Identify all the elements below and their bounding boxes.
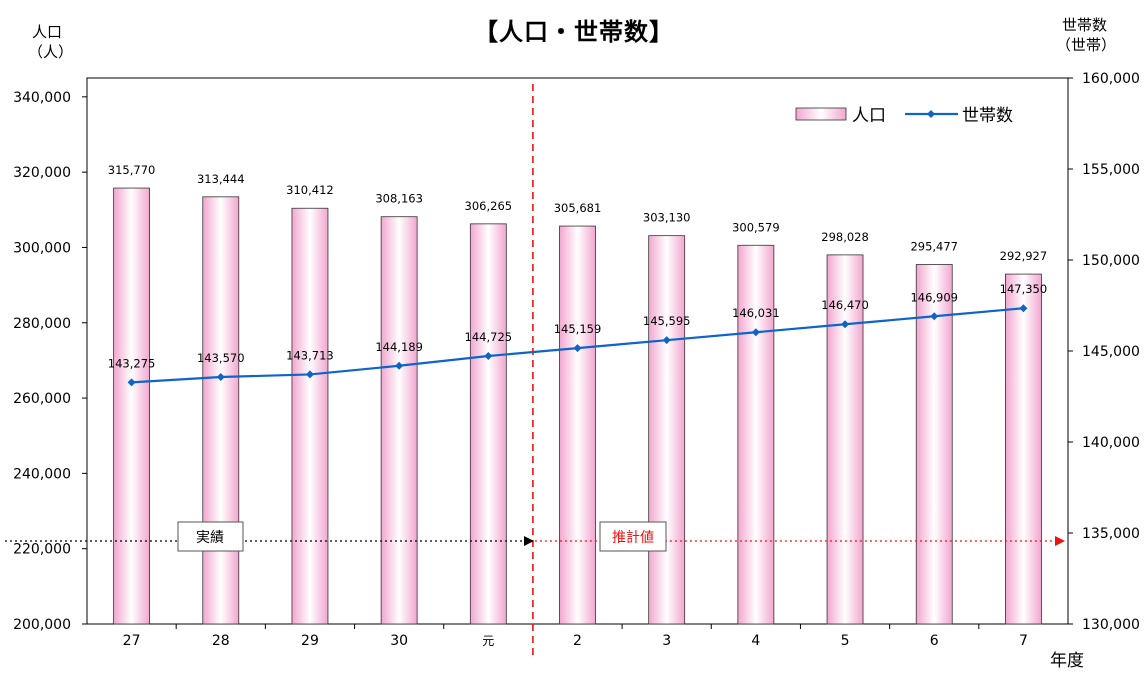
forecast-annotation-label: 推計値 [612,530,654,546]
population-value-label: 295,477 [910,239,958,253]
left-axis-title-line2: （人） [28,43,74,61]
households-point [305,370,314,379]
x-axis-category-label: 7 [1019,633,1028,649]
chart-title: 【人口・世帯数】 [474,18,674,46]
population-bar [291,207,329,625]
households-value-label: 145,595 [643,314,691,328]
left-axis-tick-label: 320,000 [13,165,71,181]
x-axis-title: 年度 [1050,651,1084,671]
population-value-label: 315,770 [108,163,156,177]
population-value-label: 308,163 [375,192,423,206]
x-axis-category-label: 27 [123,633,141,649]
households-value-label: 143,275 [108,356,156,370]
left-axis-tick-label: 340,000 [13,90,71,106]
left-axis-tick-label: 300,000 [13,240,71,256]
legend-households-swatch-marker [927,110,935,118]
population-bar [648,235,686,625]
right-axis-tick-label: 145,000 [1082,344,1140,360]
households-value-label: 144,725 [465,330,513,344]
population-value-label: 305,681 [554,201,602,215]
x-axis-category-label: 5 [841,633,850,649]
actual-annotation-label: 実績 [196,530,224,546]
households-point [127,378,136,387]
forecast-annotation-box [599,521,667,552]
households-point [662,336,671,345]
population-bar [380,216,418,625]
households-point [573,344,582,353]
right-axis-tick-label: 135,000 [1082,526,1140,542]
x-axis-category-label: 28 [212,633,230,649]
households-value-label: 146,909 [910,290,958,304]
households-point [841,320,850,329]
x-axis-category-label: 2 [573,633,582,649]
population-bar [113,187,150,625]
population-bar [202,196,240,625]
households-value-label: 144,189 [375,340,423,354]
population-value-label: 306,265 [465,199,513,213]
x-axis-category-label: 3 [662,633,671,649]
population-value-label: 303,130 [643,211,691,225]
population-bar [915,264,953,625]
right-axis-tick-label: 140,000 [1082,435,1140,451]
population-bar [469,223,507,625]
right-axis-tick-label: 150,000 [1082,253,1140,269]
right-axis-tick-label: 160,000 [1082,71,1140,87]
households-point [751,328,760,337]
left-axis-tick-label: 240,000 [13,466,71,482]
right-axis-tick-label: 130,000 [1082,617,1140,633]
households-point [930,312,939,321]
households-value-label: 146,470 [821,298,869,312]
households-point [216,373,225,382]
legend-population-label: 人口 [852,106,886,126]
right-axis-tick-label: 155,000 [1082,162,1140,178]
population-bar [737,244,775,625]
left-axis-tick-label: 200,000 [13,617,71,633]
left-axis-title-line1: 人口 [32,23,63,41]
population-value-label: 300,579 [732,220,780,234]
population-value-label: 298,028 [821,230,869,244]
legend-households-label: 世帯数 [962,106,1013,126]
x-axis-category-label: 4 [751,633,760,649]
households-value-label: 145,159 [554,322,602,336]
x-axis-category-label: 6 [930,633,939,649]
households-value-label: 143,570 [197,351,245,365]
x-axis-category-label: 30 [390,633,408,649]
actual-annotation-box [177,521,244,552]
x-axis-category-label: 29 [301,633,319,649]
x-axis-category-label: 元 [482,634,494,648]
left-axis-tick-label: 220,000 [13,542,71,558]
population-bar [826,254,864,625]
households-point [395,361,404,370]
households-point [1019,304,1028,313]
right-axis-title-line1: 世帯数 [1062,16,1108,34]
households-point [484,352,493,361]
population-bar [559,225,596,625]
population-bar [1005,273,1042,625]
households-value-label: 146,031 [732,306,780,320]
population-value-label: 310,412 [286,183,334,197]
right-axis-title-line2: （世帯） [1056,36,1117,54]
legend-population-swatch [795,107,847,121]
population-value-label: 313,444 [197,172,245,186]
left-axis-tick-label: 280,000 [13,316,71,332]
population-value-label: 292,927 [1000,249,1048,263]
households-value-label: 147,350 [1000,282,1048,296]
households-value-label: 143,713 [286,348,334,362]
left-axis-tick-label: 260,000 [13,391,71,407]
